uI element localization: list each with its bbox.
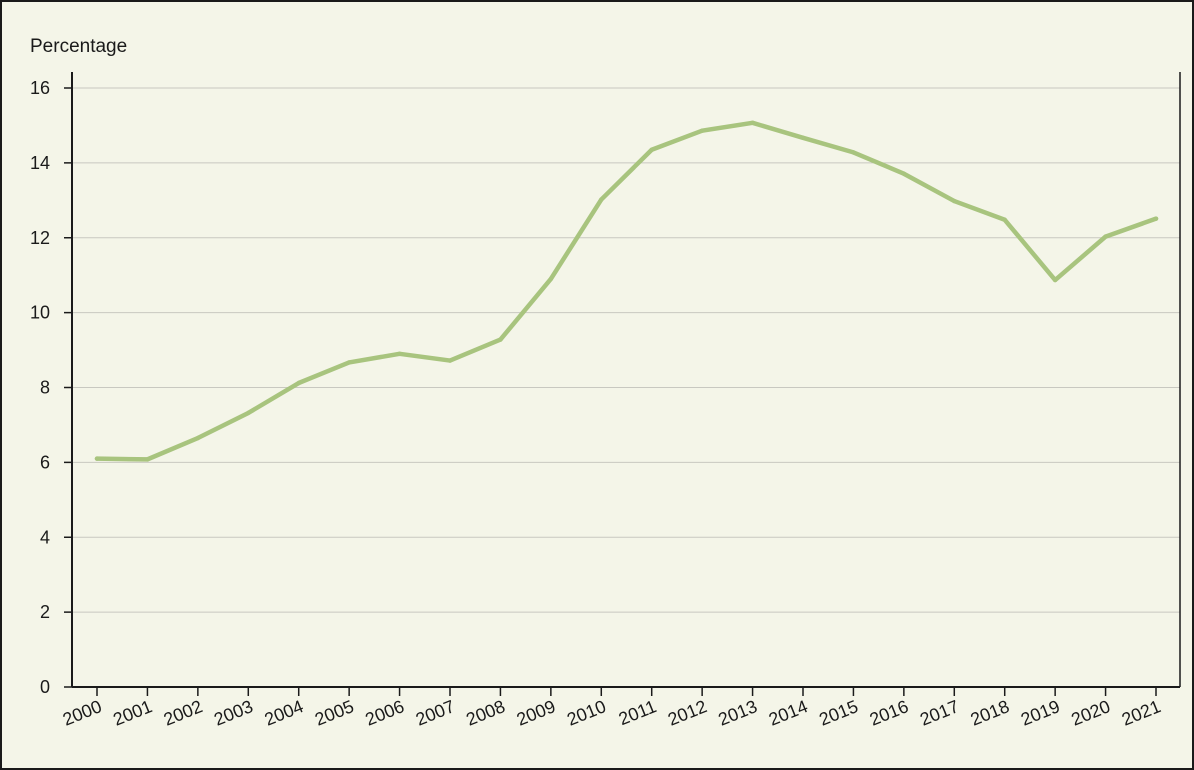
x-tick-label: 2017	[917, 696, 962, 730]
y-tick-label: 12	[30, 228, 50, 248]
data-point	[195, 435, 201, 441]
x-tick-label: 2000	[60, 696, 105, 730]
x-axis: 2000 2001 2002 2003 2004 2005 2006 2007 2008 2009…	[60, 72, 1181, 730]
data-point	[296, 380, 301, 386]
data-point	[548, 276, 554, 282]
series-layer	[94, 120, 1159, 462]
data-point	[246, 410, 251, 416]
y-axis: 0 2 4 6 8 10 12 14 16	[30, 72, 73, 697]
x-tick-label: 2018	[968, 696, 1013, 730]
data-point	[145, 457, 150, 462]
x-tick-label: 2019	[1018, 696, 1063, 730]
x-tick-label: 2013	[715, 696, 760, 730]
data-point	[447, 358, 453, 363]
data-point	[800, 135, 806, 140]
data-point	[901, 171, 907, 176]
data-point	[94, 456, 100, 461]
x-tick-label: 2003	[211, 696, 256, 730]
y-tick-label: 2	[40, 602, 50, 622]
data-point	[1002, 217, 1007, 222]
x-tick-label: 2004	[262, 696, 307, 730]
x-tick-label: 2002	[161, 696, 206, 730]
x-tick-label: 2014	[766, 696, 811, 730]
data-point	[498, 337, 503, 342]
data-point	[599, 197, 604, 202]
y-tick-label: 0	[40, 677, 50, 697]
x-tick-label: 2020	[1068, 696, 1113, 730]
y-tick-label: 16	[30, 78, 50, 98]
data-point	[1103, 234, 1108, 239]
x-tick-label: 2009	[514, 696, 559, 730]
x-tick-label: 2006	[362, 696, 407, 730]
x-tick-label: 2007	[413, 696, 458, 730]
series-line	[94, 120, 1159, 462]
x-tick-label: 2001	[110, 696, 155, 730]
x-tick-label: 2021	[1119, 696, 1164, 730]
data-point	[397, 351, 402, 357]
y-axis-title: Percentage	[30, 36, 127, 57]
y-tick-label: 6	[40, 452, 50, 472]
data-point	[346, 360, 352, 365]
data-point	[952, 198, 957, 204]
x-tick-label: 2010	[564, 696, 609, 730]
gridlines	[72, 87, 1180, 613]
x-tick-label: 2012	[665, 696, 710, 730]
y-tick-label: 8	[40, 378, 50, 398]
data-point	[1052, 277, 1058, 283]
x-tick-label: 2008	[463, 696, 508, 730]
data-point	[699, 128, 705, 133]
y-tick-label: 14	[30, 153, 50, 173]
x-tick-label: 2011	[616, 696, 659, 729]
data-point	[649, 147, 654, 152]
x-tick-label: 2005	[312, 696, 357, 730]
y-tick-label: 4	[40, 527, 50, 547]
data-point	[851, 150, 856, 155]
x-tick-label: 2015	[816, 696, 861, 730]
x-tick-label: 2016	[867, 696, 912, 730]
data-point	[1153, 216, 1159, 221]
y-tick-label: 10	[30, 303, 50, 323]
data-point	[750, 120, 755, 126]
